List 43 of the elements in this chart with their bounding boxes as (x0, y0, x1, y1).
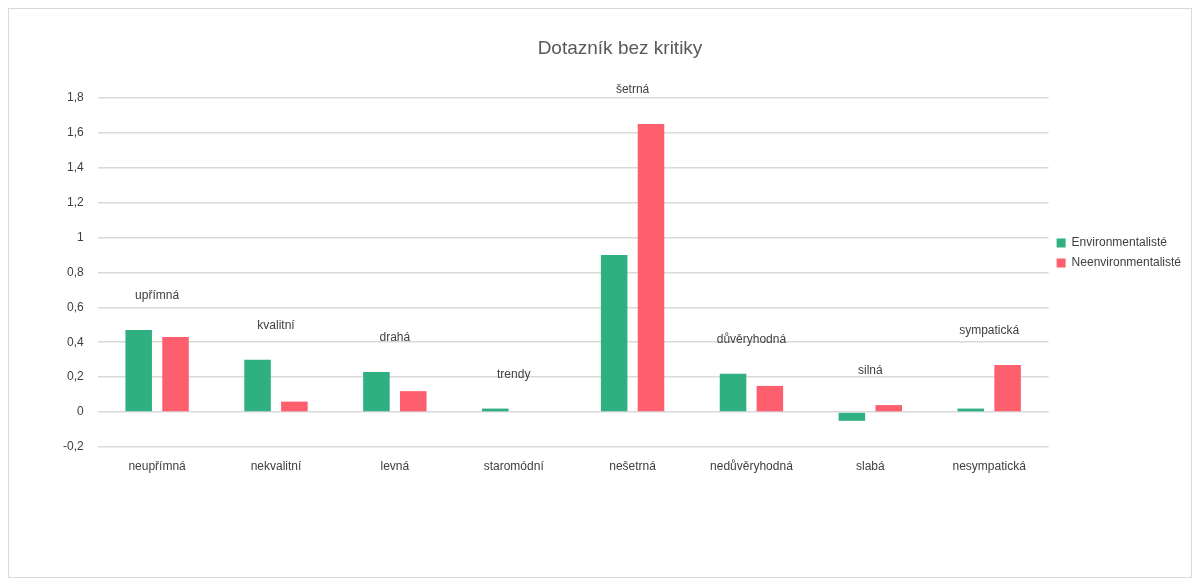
text: šetrná (615, 82, 650, 97)
y-tick-label: 1,6 (66, 125, 84, 140)
x-tick-label: nekvalitní (250, 458, 302, 473)
annotation: silná (857, 363, 883, 378)
legend-label: Environmentalisté (1071, 235, 1168, 250)
x-tick-label: nedůvěryhodná (710, 458, 794, 473)
bar (400, 391, 427, 412)
x-tick-label: staromódní (483, 458, 545, 473)
bar (244, 359, 271, 412)
x-tick-label: nešetrná (609, 458, 657, 473)
bar (637, 123, 665, 412)
y-tick-label: 0,6 (66, 299, 84, 314)
annotation: trendy (497, 366, 531, 381)
bar (600, 254, 628, 412)
y-tick-label: 0,2 (66, 369, 84, 384)
legend-label: Neenvironmentalisté (1071, 255, 1182, 270)
bar (719, 373, 747, 412)
bar (838, 412, 866, 421)
annotation: důvěryhodná (716, 331, 787, 346)
bar (363, 371, 390, 412)
annotation: drahá (379, 330, 411, 345)
x-tick-label: neupřímná (128, 458, 187, 473)
y-tick-label: 1,4 (66, 159, 84, 174)
bar (756, 385, 784, 412)
x-tick-label: slabá (855, 458, 885, 473)
y-tick-label: 0,8 (66, 264, 84, 279)
annotation: sympatická (959, 323, 1020, 338)
y-tick-label: 1 (76, 229, 84, 244)
annotation: kvalitní (257, 318, 296, 333)
annotation: upřímná (135, 288, 180, 303)
bar (125, 330, 152, 412)
y-tick-label: 0 (76, 404, 84, 419)
bar (162, 337, 189, 412)
bar (994, 364, 1021, 412)
y-tick-label: 1,8 (66, 90, 84, 105)
y-tick-label: 0,4 (66, 334, 84, 349)
x-tick-label: levná (380, 458, 410, 473)
bar (875, 405, 902, 412)
chart-title: Dotazník bez kritiky (537, 36, 703, 58)
bar (281, 401, 308, 412)
x-tick-label: nesympatická (952, 458, 1027, 473)
y-tick-label: -0,2 (62, 439, 84, 454)
y-tick-label: 1,2 (66, 194, 84, 209)
